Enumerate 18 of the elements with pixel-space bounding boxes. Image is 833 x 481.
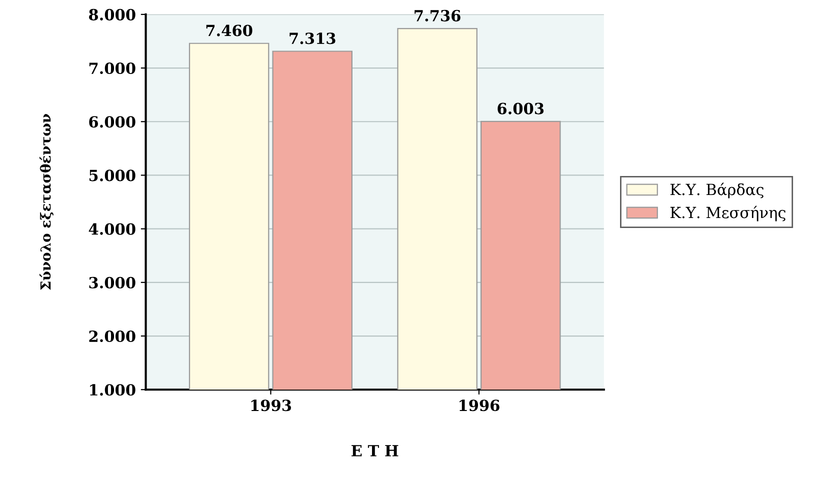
legend-label: Κ.Υ. Μεσσήνης: [670, 206, 786, 222]
x-axis-title: Ε Τ Η: [352, 445, 398, 456]
y-tick-label: 8.000: [89, 8, 136, 20]
data-label: 7.460: [206, 24, 252, 36]
legend-label: Κ.Υ. Βάρδας: [670, 182, 764, 198]
y-tick-label: 5.000: [89, 170, 136, 182]
x-tick-label: 1996: [460, 400, 500, 412]
y-tick-label: 1.000: [90, 384, 136, 396]
y-tick-label: 6.000: [89, 116, 136, 128]
y-tick-label: 3.000: [89, 276, 136, 288]
y-axis-title: Σύνολο εξετασθέντων: [39, 114, 54, 290]
data-label: 7.313: [290, 32, 336, 44]
data-label: 6.003: [498, 102, 544, 114]
y-tick-label: 4.000: [88, 223, 136, 235]
y-tick-label: 7.000: [89, 62, 136, 74]
y-tick-label: 2.000: [89, 330, 136, 342]
x-tick-label: 1993: [251, 400, 292, 412]
data-label: 7.736: [414, 10, 460, 22]
